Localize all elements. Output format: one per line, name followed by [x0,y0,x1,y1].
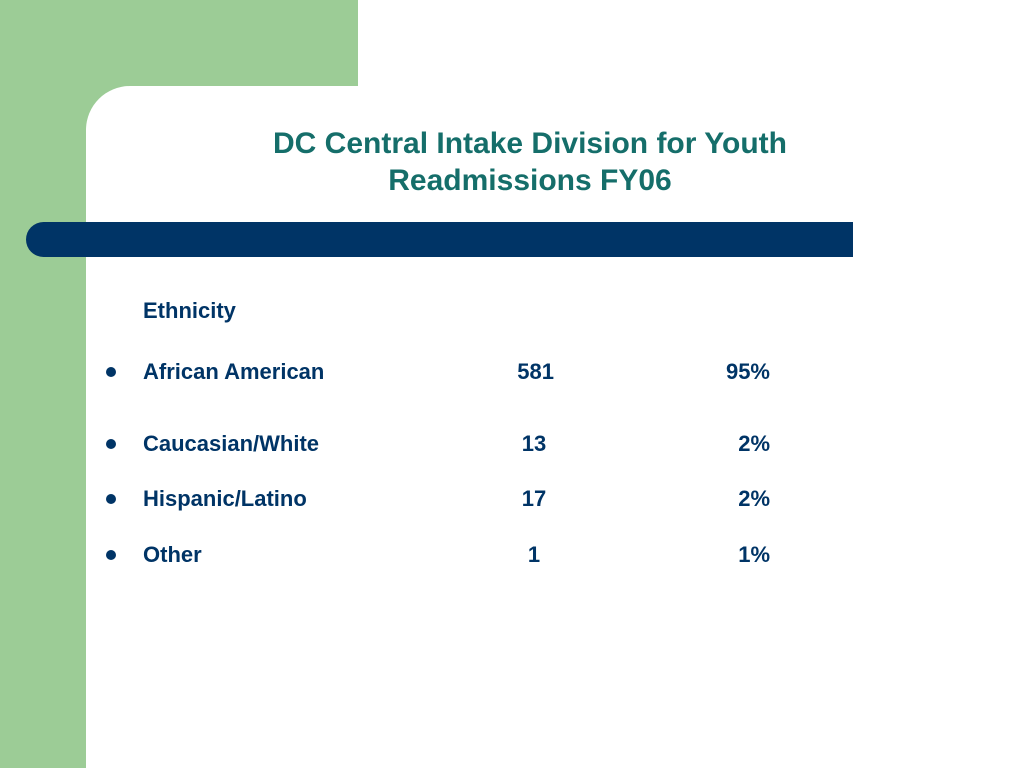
bullet-icon [106,550,116,560]
section-heading-ethnicity: Ethnicity [143,298,236,323]
ethnicity-percent: 2% [738,486,770,511]
ethnicity-percent: 95% [725,359,770,384]
ethnicity-count: 581 [517,359,554,384]
bullet-icon [106,494,116,504]
list-item-hispanic-latino: Hispanic/Latino 17 2% [0,485,1024,513]
slide-title: DC Central Intake Division for Youth Rea… [180,125,880,199]
slide-title-line-2: Readmissions FY06 [388,164,672,197]
ethnicity-label: Hispanic/Latino [143,486,307,511]
ethnicity-label: Other [143,542,202,567]
ethnicity-label: African American [143,359,325,384]
list-item-african-american: African American 581 95% [0,358,1024,386]
ethnicity-count: 13 [521,431,547,456]
list-item-other: Other 1 1% [0,541,1024,569]
title-divider-bar [26,222,853,257]
list-item-caucasian-white: Caucasian/White 13 2% [0,430,1024,458]
ethnicity-percent: 1% [738,542,770,567]
ethnicity-percent: 2% [738,431,770,456]
ethnicity-count: 17 [521,486,547,511]
white-content-panel [86,86,1024,768]
ethnicity-count: 1 [527,542,541,567]
bullet-icon [106,439,116,449]
slide-title-line-1: DC Central Intake Division for Youth [273,127,787,160]
ethnicity-label: Caucasian/White [143,431,320,456]
bullet-icon [106,367,116,377]
